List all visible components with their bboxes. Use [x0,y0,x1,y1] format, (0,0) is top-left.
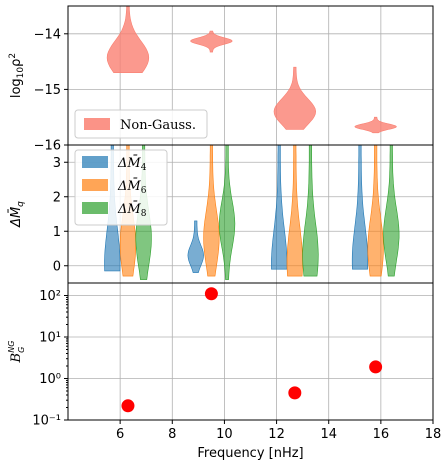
legend-swatch [82,202,108,214]
legend-label: Non-Gauss. [120,118,196,133]
violin-ΔM̄₆ [367,145,384,277]
violin-ΔM̄₈ [218,145,236,280]
violin-ΔM̄₆ [286,145,303,277]
y-tick-label: 0 [53,259,61,274]
scatter-point [204,287,218,301]
scatter-point [121,399,135,413]
x-tick-label: 8 [168,427,176,442]
violin-ΔM̄₄ [351,145,369,270]
violin-group [104,145,400,280]
legend-swatch [82,156,108,168]
axes-frame [67,282,434,421]
legend-label: ΔM̄4 [117,155,147,173]
violin-group [106,6,397,134]
y-tick-label: −15 [34,83,61,98]
x-tick-label: 18 [425,427,442,442]
panel-delta-m: 0 1 2 3 ΔM̄q ΔM̄4 ΔM̄6 ΔM̄8 [9,144,434,284]
legend-label: ΔM̄6 [117,178,147,196]
violin-ΔM̄₄ [271,145,288,270]
x-axis-label: Frequency [nHz] [197,446,303,461]
y-tick-label: −16 [34,139,61,154]
y-tick-label: 3 [53,156,61,171]
legend-swatch [82,179,108,191]
panel-bayes-factor: 10⁻¹ 10⁰ 10¹ 10² BGNG 6 8 10 12 14 16 18 Frequency [… [7,282,442,461]
y-tick-label: −14 [34,27,61,42]
legend-swatch [84,118,110,130]
scatter-point [369,360,383,374]
y-axis-label: BGNG [7,341,26,364]
violin-non-gauss [106,6,150,73]
violin-non-gauss [273,66,317,130]
y-tick-label: 10⁻¹ [32,414,61,429]
violin-non-gauss [190,30,233,53]
y-tick-label: 10² [39,289,61,304]
y-axis-label: ΔM̄q [9,201,26,228]
violin-non-gauss [354,116,397,134]
y-axis-label: log10ρ2 [8,53,26,98]
scatter-point [288,386,302,400]
legend: Non-Gauss. [74,109,208,139]
legend-box [74,109,208,139]
x-tick-label: 16 [373,427,390,442]
y-tick-label: 2 [53,190,61,205]
violin-ΔM̄₄ [187,220,204,273]
x-tick-label: 12 [268,427,285,442]
violin-ΔM̄₆ [203,145,220,277]
x-tick-label: 6 [116,427,124,442]
violin-ΔM̄₈ [302,145,319,277]
y-tick-label: 10¹ [39,330,61,345]
x-tick-label: 14 [320,427,337,442]
violin-ΔM̄₈ [383,145,400,277]
y-tick-label: 10⁰ [39,372,61,387]
y-tick-label: 1 [53,225,61,240]
legend-label: ΔM̄8 [117,201,147,219]
x-tick-label: 10 [216,427,233,442]
legend: ΔM̄4 ΔM̄6 ΔM̄8 [74,149,168,226]
panel-rho: −14 −15 −16 log10ρ2 Non-Gauss. [8,5,434,154]
